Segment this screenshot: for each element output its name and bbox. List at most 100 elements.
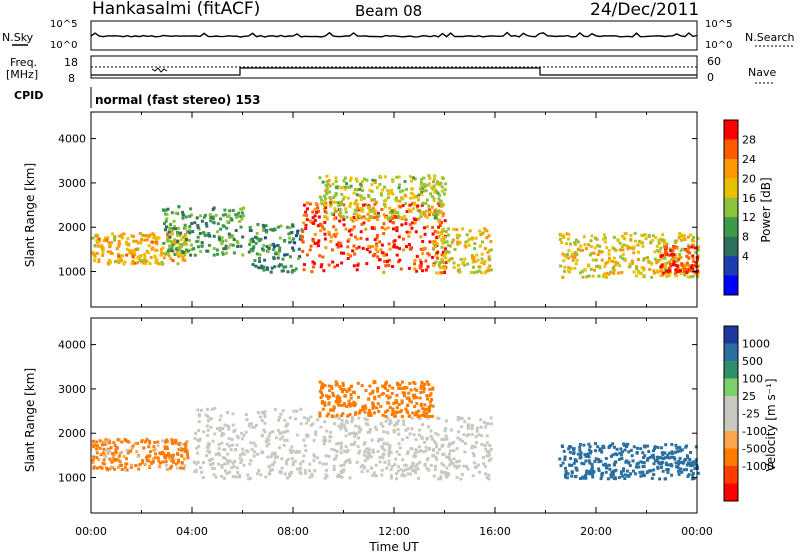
velocity-cell xyxy=(627,460,631,464)
velocity-cell xyxy=(276,455,279,459)
power-cell xyxy=(370,189,374,193)
colorbar-segment xyxy=(724,343,738,362)
power-cell xyxy=(575,238,578,242)
velocity-cell xyxy=(383,385,386,389)
velocity-cell xyxy=(470,427,474,431)
power-cell xyxy=(97,239,101,243)
velocity-cell xyxy=(321,462,325,466)
velocity-cell xyxy=(357,436,360,440)
velocity-cell xyxy=(677,462,681,466)
power-cell xyxy=(353,188,357,192)
power-cell xyxy=(248,225,252,229)
power-cell xyxy=(640,240,644,244)
power-cell xyxy=(471,237,475,241)
power-cell xyxy=(288,255,292,259)
colorbar-tick-label: -25 xyxy=(742,408,760,421)
velocity-cell xyxy=(487,459,491,462)
velocity-cell xyxy=(321,386,325,390)
velocity-cell xyxy=(372,411,376,415)
velocity-cell xyxy=(600,450,604,454)
velocity-cell xyxy=(568,450,572,454)
velocity-cell xyxy=(156,456,160,460)
velocity-cell xyxy=(409,400,413,404)
power-cell xyxy=(421,252,425,256)
power-cell xyxy=(101,253,105,257)
power-cell xyxy=(340,251,343,255)
velocity-cell xyxy=(312,459,316,463)
power-cell xyxy=(413,177,417,181)
velocity-cell xyxy=(403,474,407,478)
velocity-cell xyxy=(600,474,604,478)
velocity-cell xyxy=(613,476,617,480)
power-cell xyxy=(447,250,451,254)
power-cell xyxy=(321,180,325,184)
power-cell xyxy=(169,240,173,244)
velocity-cell xyxy=(260,450,264,454)
power-cell xyxy=(382,253,386,257)
velocity-cell xyxy=(559,464,563,468)
velocity-cell xyxy=(463,442,467,445)
power-cell xyxy=(696,254,700,258)
velocity-cell xyxy=(406,404,410,408)
velocity-cell xyxy=(104,438,108,442)
power-cell xyxy=(328,196,332,199)
power-cell xyxy=(258,253,262,257)
power-cell xyxy=(600,258,604,262)
power-cell xyxy=(572,256,576,259)
velocity-cell xyxy=(456,418,460,422)
velocity-cell xyxy=(319,396,323,399)
velocity-cell xyxy=(414,438,418,441)
cpid-value: normal (fast stereo) 153 xyxy=(95,93,261,107)
velocity-cell xyxy=(343,460,347,464)
power-cell xyxy=(436,213,440,217)
velocity-cell xyxy=(225,442,229,446)
power-cell xyxy=(359,207,363,210)
power-cell xyxy=(296,229,300,233)
freq-nave-panel: Freq. [MHz] 18 8 60 0 Nave xyxy=(6,55,776,85)
power-cell xyxy=(341,185,345,189)
velocity-cell xyxy=(148,465,151,468)
velocity-cell xyxy=(246,473,250,477)
velocity-cell xyxy=(333,448,337,452)
power-cell xyxy=(643,233,647,237)
colorbar-segment xyxy=(724,197,738,218)
velocity-cell xyxy=(339,451,343,455)
velocity-cell xyxy=(410,416,414,420)
power-cell xyxy=(338,212,341,216)
power-cell xyxy=(607,272,611,276)
power-cell xyxy=(395,253,399,257)
velocity-cell xyxy=(691,460,695,464)
velocity-cell xyxy=(387,401,391,405)
velocity-cell xyxy=(587,442,591,446)
power-cell xyxy=(487,258,491,262)
velocity-cell xyxy=(480,443,484,446)
velocity-cell xyxy=(395,410,399,414)
velocity-cell xyxy=(594,442,597,446)
power-cell xyxy=(674,271,678,275)
velocity-cell xyxy=(420,435,424,439)
velocity-cell xyxy=(160,452,163,456)
power-cell xyxy=(168,226,171,230)
velocity-cell xyxy=(402,469,406,473)
power-cell xyxy=(323,237,327,241)
velocity-cell xyxy=(320,384,324,388)
power-cell xyxy=(294,267,298,271)
power-cell xyxy=(300,238,304,242)
velocity-cell xyxy=(663,451,667,455)
velocity-cell xyxy=(144,440,147,444)
ytick-label: 2000 xyxy=(58,221,86,234)
velocity-cell xyxy=(365,447,368,451)
power-cell xyxy=(211,215,215,219)
power-cell xyxy=(476,258,480,262)
power-cell xyxy=(286,225,290,229)
power-cell xyxy=(106,250,110,254)
power-cell xyxy=(684,248,688,252)
power-cell xyxy=(301,235,304,239)
power-cell xyxy=(325,187,329,191)
power-cell xyxy=(420,203,424,207)
velocity-cell xyxy=(270,463,274,467)
power-cell xyxy=(620,271,624,274)
power-cell xyxy=(346,252,350,256)
velocity-cell xyxy=(366,451,370,455)
velocity-cell xyxy=(620,453,623,457)
